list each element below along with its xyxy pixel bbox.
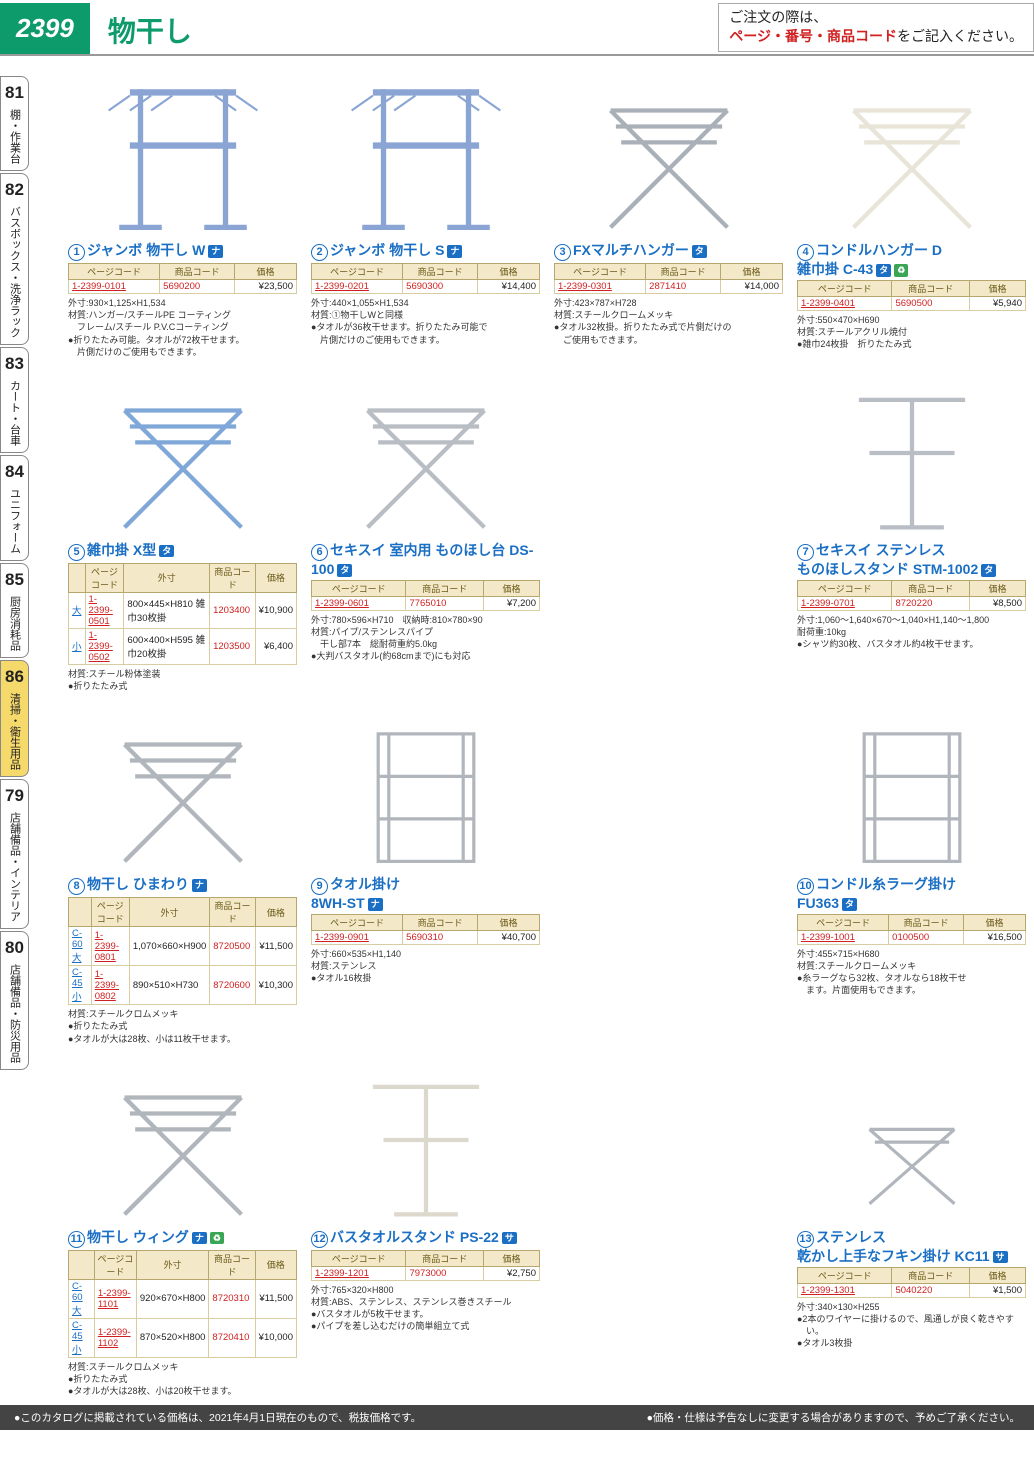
- price-table: ページコード商品コード価格1-2399-13015040220¥1,500: [797, 1267, 1026, 1298]
- product-1: 1ジャンボ 物干し Wナページコード商品コード価格1-2399-01015690…: [68, 68, 297, 358]
- sidebar-tab-86[interactable]: 86清掃・衛生用品: [0, 660, 29, 777]
- product-image: [797, 1055, 1026, 1225]
- product-image: [554, 68, 783, 238]
- product-image: [797, 68, 1026, 238]
- product-image: [311, 68, 540, 238]
- product-grid: 1ジャンボ 物干し Wナページコード商品コード価格1-2399-01015690…: [68, 68, 1026, 1397]
- product-3: 3FXマルチハンガータページコード商品コード価格1-2399-030128714…: [554, 68, 783, 358]
- footer-right: ●価格・仕様は予告なしに変更する場合がありますので、予めご了承ください。: [647, 1410, 1020, 1425]
- category-sidebar: 81棚・作業台82バスボックス・洗浄ラック83カート・台車84ユニフォーム85厨…: [0, 56, 54, 1397]
- product-image: [68, 1055, 297, 1225]
- sidebar-tab-79[interactable]: 79店舗備品・インテリア: [0, 779, 29, 929]
- product-title: 2ジャンボ 物干し Sナ: [311, 242, 540, 261]
- product-specs: 外寸:780×596×H710 収納時:810×780×90材質:パイプ/ステン…: [311, 614, 540, 663]
- product-4: 4コンドルハンガー D雑巾掛 C-43タ♻ページコード商品コード価格1-2399…: [797, 68, 1026, 358]
- page-title: 物干し: [108, 10, 192, 54]
- product-specs: 外寸:423×787×H728材質:スチールクロームメッキ●タオル32枚掛。折り…: [554, 297, 783, 346]
- product-specs: 外寸:765×320×H800材質:ABS、ステンレス、ステンレス巻きスチール●…: [311, 1284, 540, 1333]
- price-table: ページコード商品コード価格1-2399-12017973000¥2,750: [311, 1250, 540, 1281]
- product-title: 9タオル掛け8WH-STナ: [311, 876, 540, 912]
- sidebar-tab-85[interactable]: 85厨房消耗品: [0, 563, 29, 658]
- price-table: ページコード商品コード価格1-2399-02015690300¥14,400: [311, 263, 540, 294]
- product-5: 5雑巾掛 X型タページコード外寸商品コード価格大1-2399-0501800×4…: [68, 368, 297, 692]
- product-13: 13ステンレス乾かし上手なフキン掛け KC11サページコード商品コード価格1-2…: [797, 1055, 1026, 1398]
- product-title: 10コンドル糸ラーグ掛けFU363タ: [797, 876, 1026, 912]
- product-image: [797, 702, 1026, 872]
- page-number: 2399: [0, 3, 90, 54]
- product-title: 11物干し ウィングナ♻: [68, 1229, 297, 1248]
- sidebar-tab-84[interactable]: 84ユニフォーム: [0, 455, 29, 561]
- product-specs: 外寸:550×470×H690材質:スチールアクリル焼付●雑巾24枚掛 折りたた…: [797, 314, 1026, 350]
- price-table: ページコード商品コード価格1-2399-03012871410¥14,000: [554, 263, 783, 294]
- price-table: ページコード外寸商品コード価格大1-2399-0501800×445×H810 …: [68, 563, 297, 665]
- product-specs: 材質:スチールクロムメッキ●折りたたみ式●タオルが大は28枚、小は11枚干せます…: [68, 1008, 297, 1044]
- product-image: [68, 702, 297, 872]
- sidebar-tab-83[interactable]: 83カート・台車: [0, 347, 29, 453]
- product-9: 9タオル掛け8WH-STナページコード商品コード価格1-2399-0901569…: [311, 702, 540, 1045]
- catalog-page: 2399 物干し ご注文の際は、 ページ・番号・商品コードをご記入ください。 8…: [0, 0, 1034, 1460]
- product-title: 12バスタオルスタンド PS-22サ: [311, 1229, 540, 1248]
- price-table: ページコード外寸商品コード価格C-60 大1-2399-1101920×670×…: [68, 1250, 297, 1358]
- product-title: 8物干し ひまわりナ: [68, 876, 297, 895]
- product-specs: 外寸:340×130×H255●2本のワイヤーに掛けるので、風通しが良く乾きやす…: [797, 1301, 1026, 1350]
- product-content: 1ジャンボ 物干し Wナページコード商品コード価格1-2399-01015690…: [54, 56, 1034, 1397]
- product-specs: 外寸:1,060〜1,640×670〜1,040×H1,140〜1,800耐荷重…: [797, 614, 1026, 650]
- price-table: ページコード商品コード価格1-2399-07018720220¥8,500: [797, 580, 1026, 611]
- product-specs: 外寸:660×535×H1,140材質:ステンレス●タオル16枚掛: [311, 948, 540, 984]
- sidebar-tab-81[interactable]: 81棚・作業台: [0, 76, 29, 171]
- price-table: ページコード商品コード価格1-2399-09015690310¥40,700: [311, 914, 540, 945]
- price-table: ページコード商品コード価格1-2399-10010100500¥16,500: [797, 914, 1026, 945]
- price-table: ページコード商品コード価格1-2399-06017765010¥7,200: [311, 580, 540, 611]
- product-6: 6セキスイ 室内用 ものほし台 DS-100タページコード商品コード価格1-23…: [311, 368, 540, 692]
- product-title: 3FXマルチハンガータ: [554, 242, 783, 261]
- product-specs: 外寸:440×1,055×H1,534材質:①物干しWと同様●タオルが36枚干せ…: [311, 297, 540, 346]
- product-title: 1ジャンボ 物干し Wナ: [68, 242, 297, 261]
- product-title: 4コンドルハンガー D雑巾掛 C-43タ♻: [797, 242, 1026, 278]
- order-note: ご注文の際は、 ページ・番号・商品コードをご記入ください。: [718, 3, 1034, 52]
- main-area: 81棚・作業台82バスボックス・洗浄ラック83カート・台車84ユニフォーム85厨…: [0, 56, 1034, 1397]
- product-image: [311, 368, 540, 538]
- product-specs: 材質:スチール粉体塗装●折りたたみ式: [68, 668, 297, 692]
- footer-left: ●このカタログに掲載されている価格は、2021年4月1日現在のもので、税抜価格で…: [14, 1410, 421, 1425]
- sidebar-tab-80[interactable]: 80店舗備品・防災用品: [0, 931, 29, 1070]
- product-title: 5雑巾掛 X型タ: [68, 542, 297, 561]
- product-specs: 外寸:930×1,125×H1,534材質:ハンガー/スチールPE コーティング…: [68, 297, 297, 358]
- page-footer: ●このカタログに掲載されている価格は、2021年4月1日現在のもので、税抜価格で…: [0, 1405, 1034, 1430]
- product-11: 11物干し ウィングナ♻ ページコード外寸商品コード価格C-60 大1-2399-…: [68, 1055, 297, 1398]
- product-8: 8物干し ひまわりナページコード外寸商品コード価格C-60 大1-2399-08…: [68, 702, 297, 1045]
- product-7: 7セキスイ ステンレスものほしスタンド STM-1002タページコード商品コード…: [797, 368, 1026, 692]
- product-title: 7セキスイ ステンレスものほしスタンド STM-1002タ: [797, 542, 1026, 578]
- product-image: [68, 368, 297, 538]
- product-title: 6セキスイ 室内用 ものほし台 DS-100タ: [311, 542, 540, 578]
- product-image: [311, 1055, 540, 1225]
- product-2: 2ジャンボ 物干し Sナページコード商品コード価格1-2399-02015690…: [311, 68, 540, 358]
- product-image: [68, 68, 297, 238]
- price-table: ページコード商品コード価格1-2399-01015690200¥23,500: [68, 263, 297, 294]
- product-specs: 材質:スチールクロムメッキ●折りたたみ式●タオルが大は28枚、小は20枚干せます…: [68, 1361, 297, 1397]
- sidebar-tab-82[interactable]: 82バスボックス・洗浄ラック: [0, 173, 29, 345]
- price-table: ページコード商品コード価格1-2399-04015690500¥5,940: [797, 280, 1026, 311]
- product-title: 13ステンレス乾かし上手なフキン掛け KC11サ: [797, 1229, 1026, 1265]
- product-image: [797, 368, 1026, 538]
- product-specs: 外寸:455×715×H680材質:スチールクロームメッキ●糸ラーグなら32枚、…: [797, 948, 1026, 997]
- product-image: [311, 702, 540, 872]
- price-table: ページコード外寸商品コード価格C-60 大1-2399-08011,070×66…: [68, 897, 297, 1005]
- product-12: 12バスタオルスタンド PS-22サページコード商品コード価格1-2399-12…: [311, 1055, 540, 1398]
- page-header: 2399 物干し ご注文の際は、 ページ・番号・商品コードをご記入ください。: [0, 0, 1034, 56]
- product-10: 10コンドル糸ラーグ掛けFU363タページコード商品コード価格1-2399-10…: [797, 702, 1026, 1045]
